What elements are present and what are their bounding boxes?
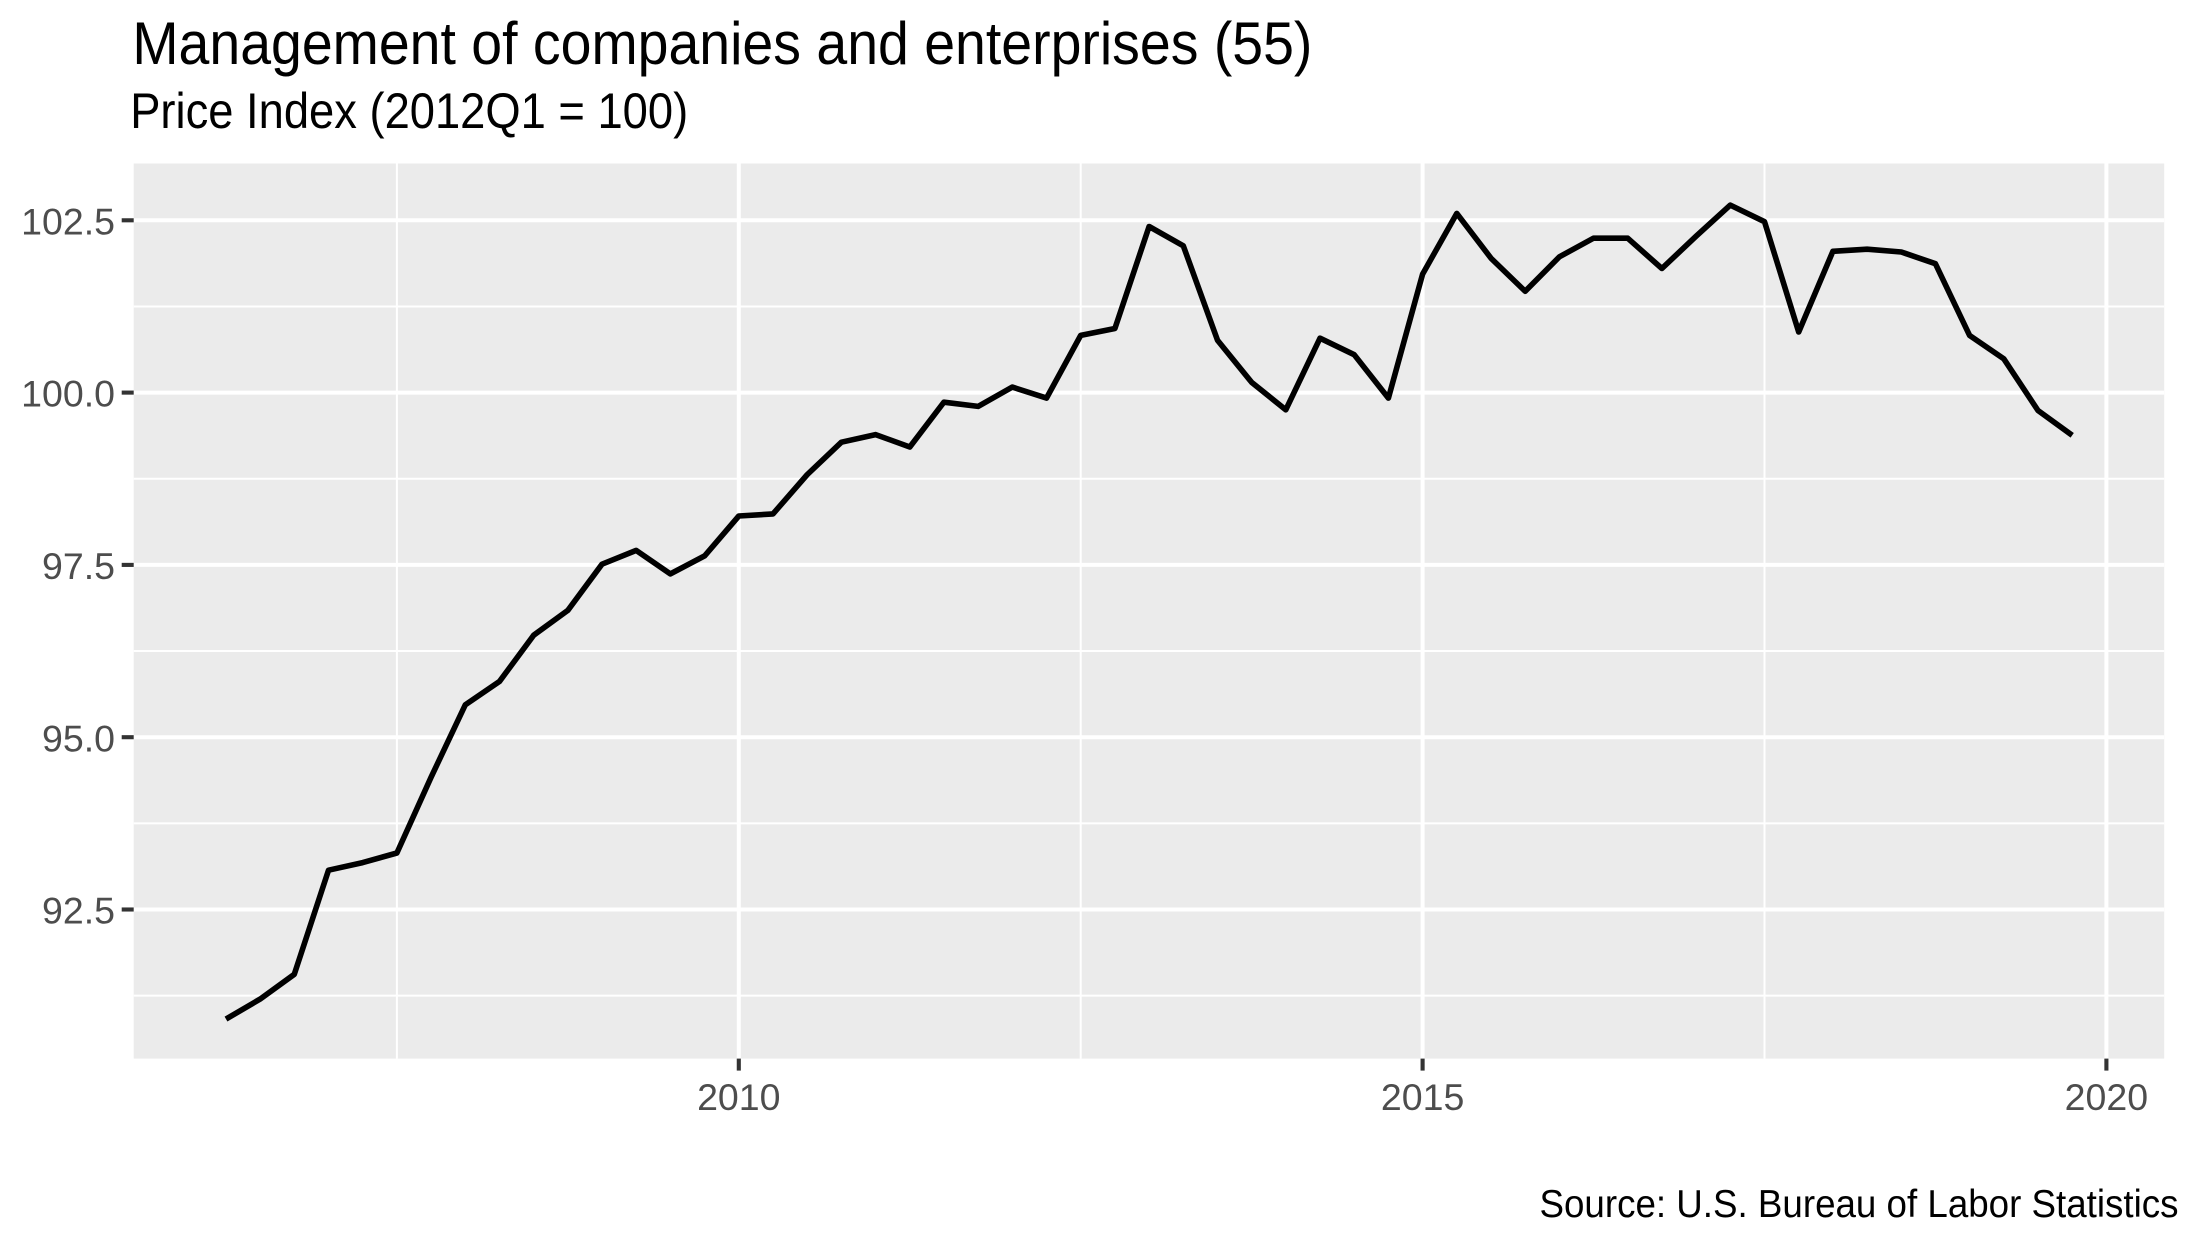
svg-text:Price Index (2012Q1 = 100): Price Index (2012Q1 = 100) <box>130 83 688 139</box>
svg-text:92.5: 92.5 <box>42 890 115 932</box>
svg-text:2020: 2020 <box>2065 1076 2148 1118</box>
svg-text:2010: 2010 <box>697 1076 780 1118</box>
svg-text:95.0: 95.0 <box>42 717 115 759</box>
svg-text:2015: 2015 <box>1381 1076 1464 1118</box>
svg-text:102.5: 102.5 <box>21 200 115 242</box>
svg-text:Source: U.S. Bureau of Labor S: Source: U.S. Bureau of Labor Statistics <box>1540 1183 2179 1226</box>
svg-text:100.0: 100.0 <box>21 373 115 415</box>
svg-text:97.5: 97.5 <box>42 545 115 587</box>
svg-text:Management of companies and en: Management of companies and enterprises … <box>132 9 1312 77</box>
